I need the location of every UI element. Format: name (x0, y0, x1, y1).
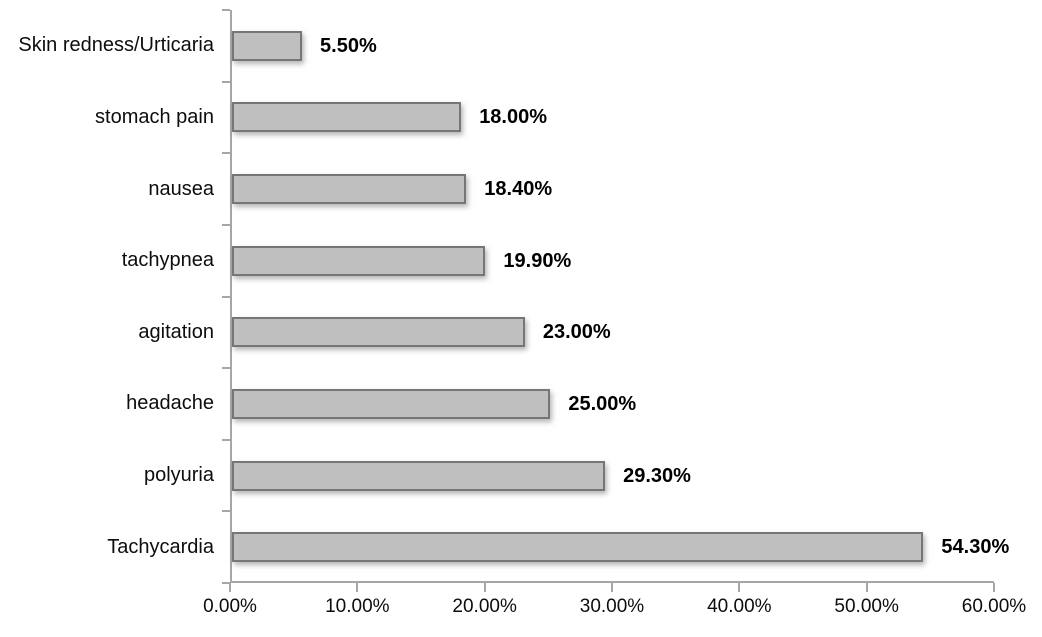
category-label: Tachycardia (0, 511, 214, 583)
value-label: 29.30% (623, 464, 691, 487)
bar (232, 388, 551, 419)
y-axis-tick (222, 152, 230, 155)
category-label-text: agitation (138, 320, 214, 343)
x-axis-tick-label: 30.00% (579, 596, 645, 617)
plot-area: 5.50% 18.00% 18.40% 19.90% 23.00% 25.00% 29.30… (230, 10, 1009, 583)
y-axis-tick (222, 223, 230, 226)
y-axis-tick (222, 80, 230, 83)
value-label: 19.90% (503, 249, 572, 272)
category-label-text: Tachycardia (107, 535, 214, 558)
bar-row: 29.30% (232, 440, 994, 512)
x-axis-tick-label: 10.00% (325, 596, 390, 617)
value-label: 18.00% (479, 106, 548, 129)
y-axis-tick (222, 438, 230, 441)
x-axis-tick (483, 583, 486, 592)
value-label: 25.00% (568, 392, 637, 415)
value-label: 23.00% (542, 321, 611, 344)
y-axis-tick (222, 9, 230, 11)
bar-row: 23.00% (232, 297, 994, 369)
bar (232, 30, 303, 61)
bar (232, 174, 467, 205)
bar-row: 25.00% (232, 368, 994, 440)
x-axis-tick-label: 40.00% (707, 596, 772, 617)
category-label-text: Skin redness/Urticaria (18, 34, 214, 57)
bar (232, 102, 462, 133)
category-label: polyuria (0, 440, 214, 512)
x-axis-tick-label: 60.00% (961, 596, 1027, 617)
y-axis-tick (222, 510, 230, 513)
x-axis-tick (993, 583, 995, 592)
value-label: 5.50% (320, 34, 377, 57)
bar (232, 317, 525, 348)
bar-row: 54.30% (232, 511, 1009, 583)
x-axis-tick (356, 583, 359, 592)
bar-row: 19.90% (232, 225, 994, 297)
x-axis-tick-label: 50.00% (834, 596, 899, 617)
x-axis-tick (738, 583, 741, 592)
category-label-text: polyuria (143, 464, 214, 487)
bar-row: 18.40% (232, 153, 994, 225)
y-axis-tick (222, 367, 230, 370)
y-axis-tick (222, 582, 230, 584)
x-axis-tick (229, 583, 231, 592)
category-label: agitation (0, 297, 214, 369)
bar-row: 18.00% (232, 82, 994, 154)
y-axis-tick (222, 295, 230, 298)
category-label: Skin redness/Urticaria (0, 10, 214, 82)
category-label-text: nausea (148, 177, 214, 200)
x-axis-tick-label: 0.00% (203, 596, 257, 617)
bar-row: 5.50% (232, 10, 994, 82)
category-label-text: tachypnea (121, 249, 214, 272)
x-axis-tick-label: 20.00% (452, 596, 517, 617)
category-label: headache (0, 368, 214, 440)
bar (232, 460, 606, 491)
bar (232, 532, 924, 563)
x-axis-tick (611, 583, 613, 592)
category-label: stomach pain (0, 82, 214, 154)
x-axis-tick (865, 583, 868, 592)
category-label: tachypnea (0, 225, 214, 297)
category-label-text: stomach pain (95, 105, 214, 128)
value-label: 54.30% (941, 536, 1010, 559)
category-label: nausea (0, 153, 214, 225)
bar (232, 245, 486, 276)
value-label: 18.40% (484, 178, 553, 201)
category-label-text: headache (126, 392, 214, 415)
